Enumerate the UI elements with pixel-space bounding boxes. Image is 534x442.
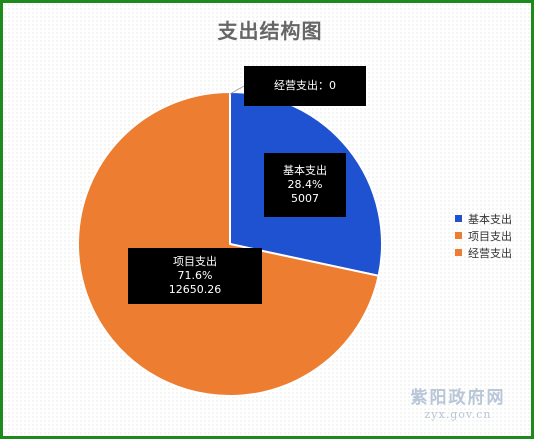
legend-swatch (455, 232, 462, 239)
data-label-jingying: 经营支出：0 (244, 66, 366, 106)
chart-title: 支出结构图 (217, 19, 323, 43)
legend-label: 经营支出 (468, 246, 512, 260)
legend-label: 项目支出 (468, 229, 512, 243)
chart-legend: 基本支出 项目支出 经营支出 (455, 210, 512, 261)
slice-label-percent: 71.6% (177, 269, 213, 282)
slice-label-percent: 28.4% (287, 178, 323, 191)
slice-label-value: 5007 (291, 192, 319, 205)
data-label-jiben: 基本支出 28.4% 5007 (264, 153, 346, 217)
watermark-main: 紫阳政府网 (410, 388, 506, 408)
legend-label: 基本支出 (468, 212, 512, 226)
watermark-sub: zyx.gov.cn (424, 408, 492, 421)
slice-label-name: 项目支出 (173, 255, 217, 268)
legend-item: 经营支出 (455, 244, 512, 261)
slice-label-value: 12650.26 (168, 283, 222, 296)
site-watermark: 紫阳政府网 zyx.gov.cn (403, 383, 513, 421)
legend-item: 项目支出 (455, 227, 512, 244)
data-label-xiangmu: 项目支出 71.6% 12650.26 (128, 248, 262, 304)
legend-item: 基本支出 (455, 210, 512, 227)
legend-swatch (455, 249, 462, 256)
leader-line-jingying (229, 85, 245, 95)
slice-label-name: 基本支出 (283, 164, 327, 177)
legend-swatch (455, 215, 462, 222)
slice-label-zero: 经营支出：0 (274, 79, 336, 92)
pie-slice-xiangmu (77, 90, 380, 397)
